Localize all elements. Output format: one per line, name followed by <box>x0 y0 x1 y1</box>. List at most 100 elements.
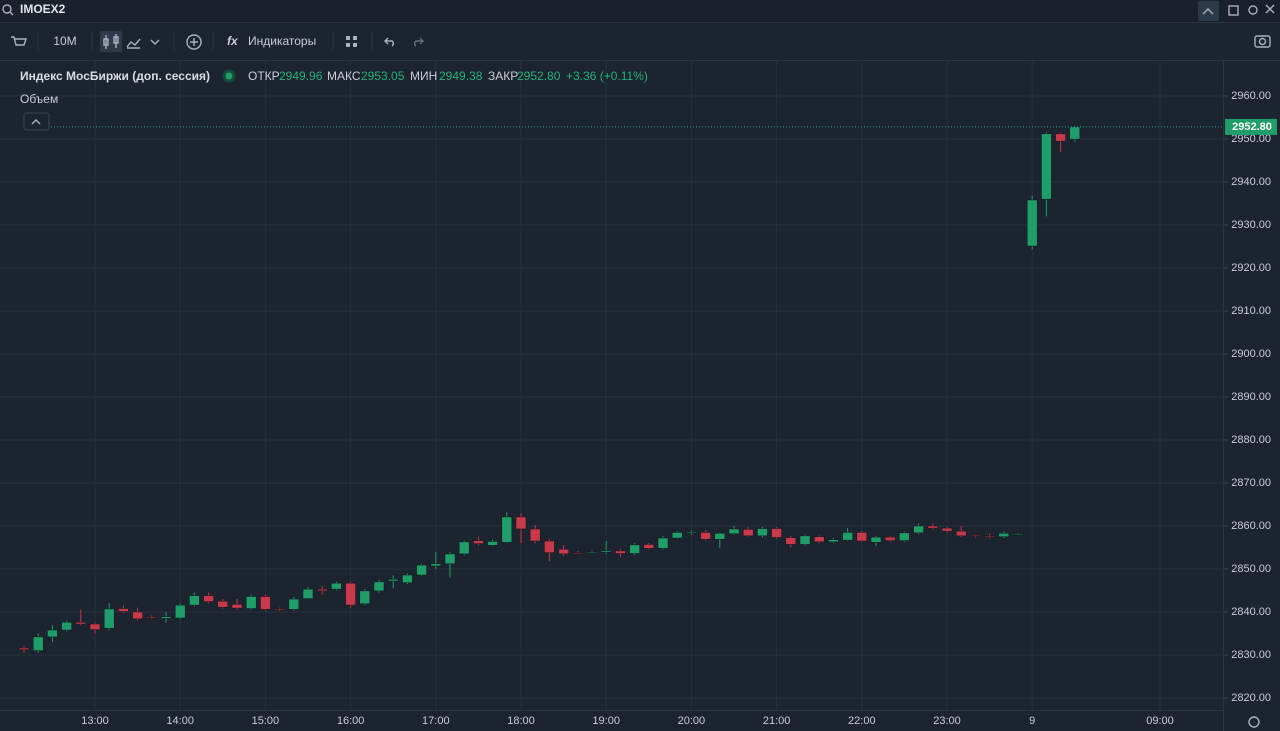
ticker[interactable]: IMOEX2 <box>20 2 66 16</box>
candle-body <box>927 525 939 529</box>
candle-body <box>643 544 655 549</box>
close-icon[interactable] <box>1265 4 1275 14</box>
candle-body <box>700 532 711 540</box>
candle-body <box>416 564 427 576</box>
x-tick-label: 16:00 <box>337 715 365 727</box>
top-bar <box>0 0 1280 22</box>
layout-icon[interactable] <box>346 36 357 47</box>
candle-body <box>955 530 967 537</box>
candle-body <box>61 622 72 631</box>
close-value: 2952.80 <box>517 69 561 83</box>
candle-body <box>373 581 385 592</box>
add-icon <box>190 38 198 46</box>
candle-body <box>217 600 229 608</box>
search-icon[interactable] <box>2 4 12 14</box>
candle-body <box>132 611 143 620</box>
volume-label: Объем <box>20 92 58 106</box>
candle-body <box>487 541 498 546</box>
candle-body <box>799 535 811 545</box>
candle-icon <box>103 34 119 49</box>
candle-body <box>813 536 825 543</box>
volume-toggle[interactable] <box>23 112 50 131</box>
candle-body <box>970 535 981 537</box>
candle-body <box>231 603 243 609</box>
candle-body <box>1026 199 1038 247</box>
dropdown-icon[interactable] <box>150 39 160 45</box>
candle-body <box>615 550 626 554</box>
candle-body <box>913 525 924 534</box>
low-label: МИН <box>410 69 437 83</box>
candle-body <box>75 622 87 625</box>
candle-body <box>629 544 640 554</box>
candle-body <box>359 590 371 605</box>
candle-body <box>771 528 782 538</box>
high-value: 2953.05 <box>361 69 405 83</box>
last-price-box <box>1225 118 1277 135</box>
y-tick-label: 2910.00 <box>1231 305 1271 317</box>
y-tick-label: 2890.00 <box>1231 391 1271 403</box>
window-icon[interactable] <box>1228 5 1239 16</box>
screenshot-icon[interactable] <box>1254 35 1271 48</box>
y-tick-label: 2880.00 <box>1231 434 1271 446</box>
volume-toggle-icon <box>31 119 41 125</box>
candle-body <box>714 533 726 540</box>
x-tick-label: 19:00 <box>592 715 620 727</box>
y-tick-label: 2870.00 <box>1231 477 1271 489</box>
x-tick-label: 23:00 <box>933 715 961 727</box>
candle-body <box>47 629 58 638</box>
candle-body <box>189 595 200 606</box>
candle-body <box>89 623 101 630</box>
add-icon[interactable] <box>186 34 202 50</box>
x-tick-label: 15:00 <box>252 715 280 727</box>
open-label: ОТКР <box>248 69 280 83</box>
candle-body <box>18 647 30 651</box>
y-tick-label: 2900.00 <box>1231 348 1271 360</box>
indicators-button[interactable]: Индикаторы <box>248 34 316 48</box>
candle-body <box>274 608 285 611</box>
high-label: МАКС <box>327 69 361 83</box>
y-tick-label: 2830.00 <box>1231 649 1271 661</box>
candle-body <box>757 528 768 537</box>
area-icon[interactable] <box>126 38 141 49</box>
y-tick-label: 2940.00 <box>1231 176 1271 188</box>
candle-body <box>544 540 555 553</box>
candle-body <box>1041 133 1052 200</box>
instrument-name: Индекс МосБиржи (доп. сессия) <box>20 69 210 83</box>
open-value: 2949.96 <box>279 69 323 83</box>
x-tick-label: 09:00 <box>1146 715 1174 727</box>
candle-body <box>742 529 754 537</box>
change-value: +3.36 (+0.11%) <box>566 69 648 83</box>
candle-body <box>558 548 569 555</box>
candle-body <box>828 539 839 543</box>
candle-body <box>473 540 484 544</box>
x-tick-label: 14:00 <box>166 715 194 727</box>
candle-body <box>387 579 399 582</box>
candle-body <box>203 595 214 602</box>
plot: 2820.00 2830.00 2840.00 2850.00 2860.00 2870.… <box>0 61 1271 727</box>
x-tick-label: 9 <box>1029 715 1035 727</box>
candle-body <box>118 608 129 612</box>
candle-body <box>728 528 740 534</box>
settings-icon[interactable] <box>1248 5 1258 15</box>
redo-icon[interactable] <box>414 37 424 47</box>
fx-icon[interactable]: fx <box>227 34 239 48</box>
last-price-label: 2952.80 <box>1232 121 1272 133</box>
x-tick-label: 20:00 <box>678 715 706 727</box>
undo-icon[interactable] <box>384 37 394 47</box>
candle-body <box>345 582 356 606</box>
axis-settings-icon[interactable] <box>1248 716 1260 728</box>
candle-body <box>174 604 186 619</box>
candle-body <box>32 636 44 651</box>
close-label: ЗАКР <box>488 69 518 83</box>
candle-body <box>430 563 442 567</box>
search-icon <box>9 11 14 16</box>
screenshot-icon <box>1258 37 1267 46</box>
cart-icon[interactable] <box>11 36 27 46</box>
interval[interactable]: 10М <box>53 34 76 48</box>
candle-body <box>586 551 598 554</box>
y-tick-label: 2920.00 <box>1231 262 1271 274</box>
x-tick-label: 18:00 <box>507 715 535 727</box>
collapse-button[interactable] <box>1198 1 1219 21</box>
